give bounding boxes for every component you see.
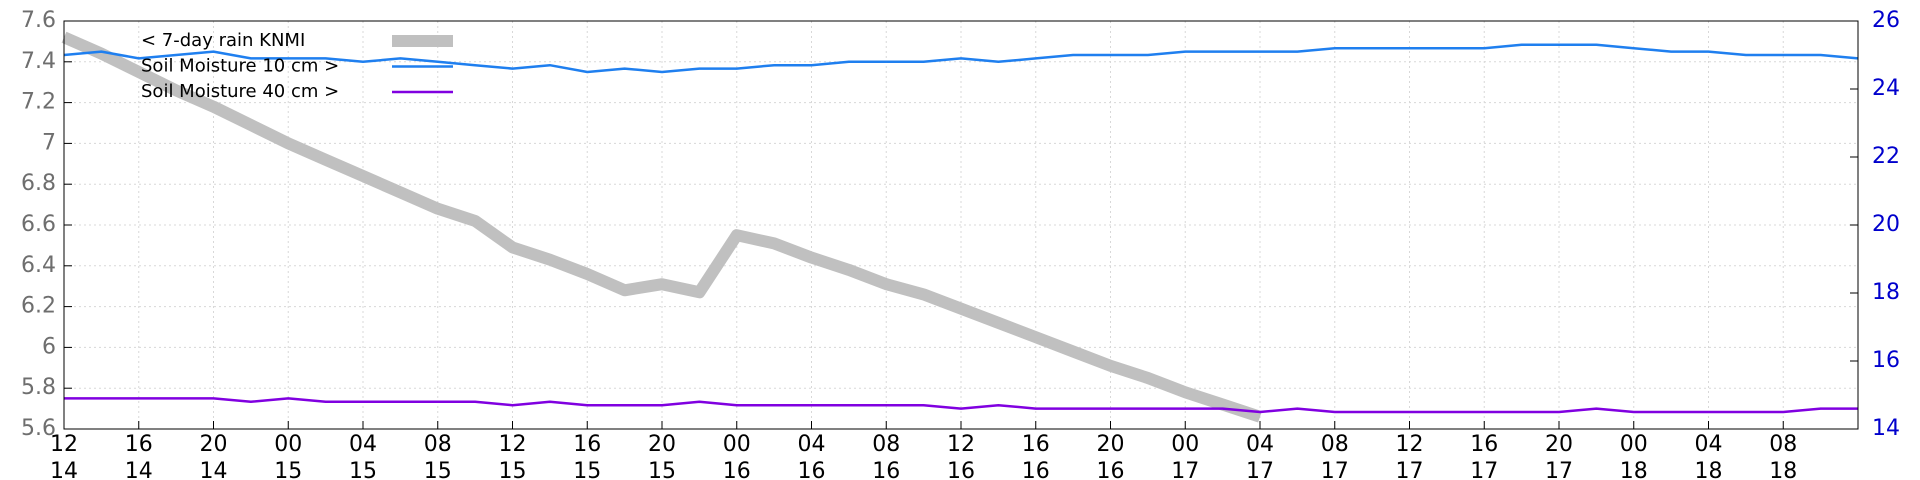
- x-tick-hour: 08: [424, 432, 452, 457]
- x-tick-hour: 16: [573, 432, 601, 457]
- x-tick-hour: 04: [1246, 432, 1274, 457]
- x-tick-day: 18: [1620, 459, 1648, 480]
- y2-tick-label: 14: [1872, 416, 1900, 441]
- x-tick-hour: 08: [872, 432, 900, 457]
- x-tick-day: 18: [1695, 459, 1723, 480]
- x-tick-day: 17: [1321, 459, 1349, 480]
- legend-label: < 7-day rain KNMI: [141, 30, 305, 51]
- y-tick-label: 7.6: [21, 8, 56, 33]
- x-tick-hour: 00: [723, 432, 751, 457]
- x-tick-day: 18: [1769, 459, 1797, 480]
- x-tick-day: 16: [798, 459, 826, 480]
- x-tick-day: 14: [125, 459, 153, 480]
- y-tick-label: 6.8: [21, 171, 56, 196]
- x-tick-day: 16: [1097, 459, 1125, 480]
- x-tick-day: 15: [274, 459, 302, 480]
- x-tick-day: 15: [499, 459, 527, 480]
- y-tick-label: 6: [42, 334, 56, 359]
- series-line: [64, 397, 1858, 414]
- x-tick-hour: 00: [274, 432, 302, 457]
- series-line: [63, 43, 1859, 74]
- x-tick-day: 17: [1396, 459, 1424, 480]
- x-tick-hour: 16: [1470, 432, 1498, 457]
- x-tick-hour: 04: [349, 432, 377, 457]
- series-line: [61, 31, 1262, 423]
- x-tick-hour: 20: [200, 432, 228, 457]
- x-tick-hour: 00: [1171, 432, 1199, 457]
- y-tick-label: 6.4: [21, 253, 56, 278]
- y2-tick-label: 22: [1872, 144, 1900, 169]
- x-tick-hour: 04: [798, 432, 826, 457]
- y-tick-label: 7.2: [21, 90, 56, 115]
- legend-label: Soil Moisture 10 cm >: [141, 56, 339, 77]
- y2-tick-label: 26: [1872, 8, 1900, 33]
- y2-tick-label: 18: [1872, 280, 1900, 305]
- x-tick-day: 17: [1246, 459, 1274, 480]
- x-tick-day: 17: [1545, 459, 1573, 480]
- x-tick-day: 14: [200, 459, 228, 480]
- x-tick-day: 15: [648, 459, 676, 480]
- x-tick-day: 17: [1470, 459, 1498, 480]
- x-tick-day: 16: [872, 459, 900, 480]
- plot-frame: [63, 20, 1859, 430]
- x-tick-day: 16: [947, 459, 975, 480]
- x-tick-hour: 20: [648, 432, 676, 457]
- y-tick-label: 5.6: [21, 416, 56, 441]
- x-tick-hour: 12: [947, 432, 975, 457]
- x-tick-day: 15: [424, 459, 452, 480]
- x-tick-hour: 20: [1545, 432, 1573, 457]
- x-tick-hour: 08: [1321, 432, 1349, 457]
- x-tick-day: 16: [1022, 459, 1050, 480]
- x-tick-hour: 08: [1769, 432, 1797, 457]
- x-tick-day: 16: [723, 459, 751, 480]
- x-tick-hour: 04: [1695, 432, 1723, 457]
- x-tick-hour: 20: [1097, 432, 1125, 457]
- x-tick-hour: 16: [1022, 432, 1050, 457]
- x-tick-day: 14: [50, 459, 78, 480]
- legend-label: Soil Moisture 40 cm >: [141, 81, 339, 102]
- y-tick-label: 7.4: [21, 49, 56, 74]
- x-tick-day: 15: [349, 459, 377, 480]
- x-tick-hour: 16: [125, 432, 153, 457]
- x-tick-hour: 00: [1620, 432, 1648, 457]
- x-tick-hour: 12: [1396, 432, 1424, 457]
- x-tick-hour: 12: [499, 432, 527, 457]
- x-tick-day: 15: [573, 459, 601, 480]
- y-tick-label: 7: [42, 130, 56, 155]
- y2-tick-label: 24: [1872, 76, 1900, 101]
- y-tick-label: 5.8: [21, 375, 56, 400]
- y2-tick-label: 16: [1872, 348, 1900, 373]
- x-tick-hour: 12: [50, 432, 78, 457]
- y2-tick-label: 20: [1872, 212, 1900, 237]
- x-tick-day: 17: [1171, 459, 1199, 480]
- y-tick-label: 6.6: [21, 212, 56, 237]
- y-tick-label: 6.2: [21, 294, 56, 319]
